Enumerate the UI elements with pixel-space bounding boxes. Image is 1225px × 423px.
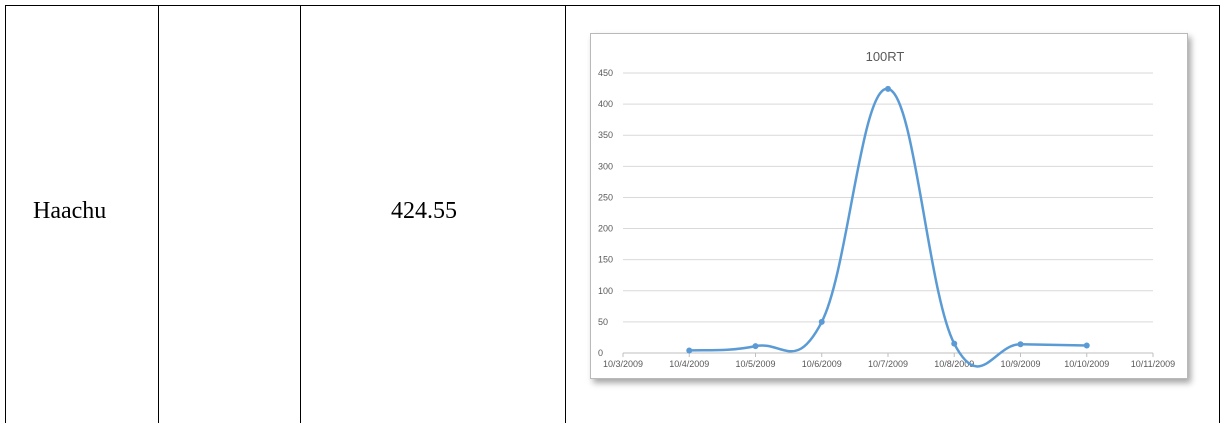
y-tick-label: 300 [598, 161, 613, 171]
data-point [818, 318, 825, 325]
y-tick-label: 100 [598, 286, 613, 296]
data-point [1083, 342, 1090, 349]
table-border-col1 [158, 5, 159, 423]
x-tick-label: 10/6/2009 [802, 359, 842, 369]
chart-canvas: 100RT 0 50 100 150 200 250 300 350 400 450 10/3/2… [598, 49, 1175, 369]
data-point [1017, 341, 1024, 348]
table-border-right [1219, 5, 1220, 423]
x-tick-label: 10/10/2009 [1064, 359, 1109, 369]
value-cell: 424.55 [391, 198, 457, 224]
y-tick-label: 450 [598, 68, 613, 78]
x-tick-label: 10/11/2009 [1131, 359, 1175, 369]
table-border-col2 [300, 5, 301, 423]
table-top-border [5, 5, 1219, 6]
name-cell: Haachu [33, 198, 107, 224]
table-border-left [5, 5, 6, 423]
x-tick-label: 10/8/2009 [934, 359, 974, 369]
x-tick-label: 10/7/2009 [868, 359, 908, 369]
y-tick-label: 400 [598, 99, 613, 109]
data-point [686, 347, 693, 354]
x-tick-label: 10/5/2009 [735, 359, 775, 369]
y-tick-label: 150 [598, 255, 613, 265]
x-tick-label: 10/4/2009 [669, 359, 709, 369]
series-line [689, 87, 1087, 368]
x-tick-label: 10/3/2009 [603, 359, 643, 369]
data-point [951, 340, 958, 347]
data-point [752, 343, 759, 350]
y-tick-label: 0 [598, 348, 603, 358]
y-tick-label: 250 [598, 192, 613, 202]
data-point [885, 85, 891, 92]
table-border-col3 [565, 5, 566, 423]
line-chart: 100RT 0 50 100 150 200 250 300 350 400 450 10/3/2… [590, 33, 1188, 379]
x-tick-label: 10/9/2009 [1000, 359, 1040, 369]
chart-title: 100RT [866, 49, 905, 64]
y-tick-label: 50 [598, 317, 608, 327]
y-tick-label: 200 [598, 224, 613, 234]
y-tick-label: 350 [598, 130, 613, 140]
